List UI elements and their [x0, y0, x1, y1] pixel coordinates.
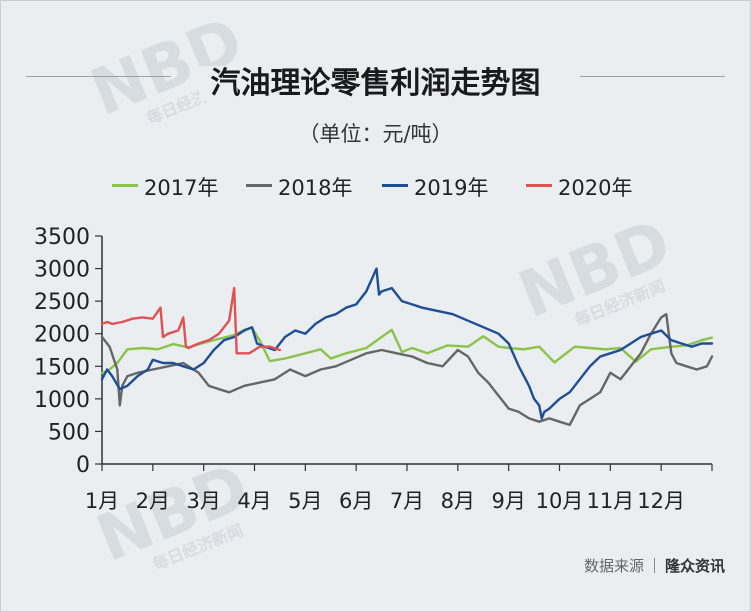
x-tick-label: 2月: [136, 489, 170, 513]
x-tick-label: 3月: [186, 489, 220, 513]
x-tick-label: 12月: [637, 489, 685, 513]
x-tick-label: 6月: [339, 489, 373, 513]
legend: 2017年 2018年 2019年 2020年: [0, 170, 751, 200]
legend-swatch-2019: [382, 184, 408, 187]
series-line-1: [100, 313, 714, 427]
y-tick-label: 2500: [34, 290, 90, 315]
x-tick-label: 1月: [85, 489, 119, 513]
source-divider: [653, 558, 655, 573]
y-tick-label: 2000: [34, 323, 90, 348]
legend-swatch-2018: [246, 184, 272, 187]
source-credit: 数据来源 隆众资讯: [584, 555, 725, 576]
legend-label-2020: 2020年: [558, 176, 633, 200]
series-line-2: [100, 267, 714, 420]
x-tick-label: 10月: [536, 489, 584, 513]
x-tick-label: 5月: [288, 489, 322, 513]
y-tick-label: 1500: [34, 355, 90, 380]
title-rule-right: [580, 76, 725, 77]
y-tick-label: 3000: [34, 258, 90, 283]
y-tick-label: 3500: [34, 225, 90, 250]
legend-label-2019: 2019年: [414, 176, 489, 200]
y-tick-label: 0: [76, 453, 90, 478]
legend-label-2018: 2018年: [278, 176, 353, 200]
x-tick-label: 7月: [390, 489, 424, 513]
y-tick-label: 500: [48, 420, 90, 445]
chart-title: 汽油理论零售利润走势图: [0, 58, 751, 102]
x-tick-label: 4月: [237, 489, 271, 513]
x-tick-label: 8月: [441, 489, 475, 513]
series-line-3: [100, 286, 282, 355]
chart-subtitle: （单位：元/吨）: [298, 122, 453, 146]
x-tick-label: 9月: [491, 489, 525, 513]
x-tick-label: 11月: [586, 489, 634, 513]
legend-swatch-2017: [112, 184, 138, 187]
legend-label-2017: 2017年: [144, 176, 219, 200]
source-publisher: 隆众资讯: [664, 557, 725, 575]
title-rule-left: [26, 76, 171, 77]
source-label: 数据来源: [583, 557, 644, 575]
y-tick-label: 1000: [34, 388, 90, 413]
legend-swatch-2020: [526, 184, 552, 187]
